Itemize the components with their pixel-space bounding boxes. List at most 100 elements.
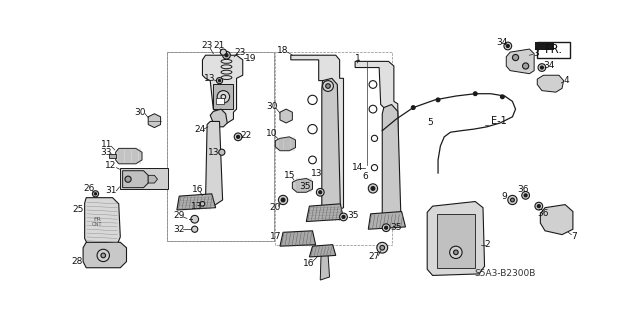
Text: FR: FR xyxy=(93,217,101,222)
Text: 24: 24 xyxy=(195,125,205,134)
Text: 4: 4 xyxy=(563,76,569,85)
Text: 17: 17 xyxy=(270,233,282,241)
Text: 21: 21 xyxy=(214,41,225,50)
Circle shape xyxy=(323,81,333,92)
Bar xyxy=(120,168,168,189)
Circle shape xyxy=(221,94,226,99)
Text: 33: 33 xyxy=(100,148,112,157)
Circle shape xyxy=(511,198,515,202)
Circle shape xyxy=(380,245,385,250)
Circle shape xyxy=(191,215,198,223)
Circle shape xyxy=(316,189,324,196)
Polygon shape xyxy=(537,75,564,92)
Polygon shape xyxy=(205,122,223,206)
Circle shape xyxy=(508,195,517,204)
Circle shape xyxy=(535,202,543,210)
Text: 27: 27 xyxy=(369,252,380,262)
Text: 25: 25 xyxy=(72,205,84,214)
Polygon shape xyxy=(307,204,344,221)
Circle shape xyxy=(538,64,546,71)
Circle shape xyxy=(524,194,527,197)
Text: 26: 26 xyxy=(84,184,95,193)
Polygon shape xyxy=(210,109,227,127)
Bar xyxy=(275,52,392,245)
Text: 34: 34 xyxy=(497,38,508,48)
Text: 35: 35 xyxy=(347,211,358,220)
Circle shape xyxy=(223,51,230,59)
Text: 13: 13 xyxy=(191,202,202,211)
Polygon shape xyxy=(355,61,399,221)
Circle shape xyxy=(225,54,228,57)
Text: ONT: ONT xyxy=(92,222,102,227)
Circle shape xyxy=(125,176,131,182)
Polygon shape xyxy=(535,42,554,50)
Text: 19: 19 xyxy=(244,54,256,63)
Circle shape xyxy=(308,124,317,134)
Circle shape xyxy=(219,149,225,155)
Circle shape xyxy=(101,253,106,258)
Text: 12: 12 xyxy=(106,161,116,170)
Circle shape xyxy=(522,191,529,199)
Text: 35: 35 xyxy=(299,182,310,191)
Circle shape xyxy=(323,135,330,141)
Text: 6: 6 xyxy=(362,172,368,182)
Circle shape xyxy=(371,165,378,171)
Text: 31: 31 xyxy=(105,186,116,195)
Circle shape xyxy=(500,95,504,99)
Circle shape xyxy=(540,66,543,69)
Text: 1: 1 xyxy=(355,54,360,63)
Circle shape xyxy=(237,135,239,138)
Circle shape xyxy=(474,92,477,96)
Text: 20: 20 xyxy=(269,203,281,212)
Circle shape xyxy=(281,198,285,202)
Circle shape xyxy=(326,84,330,88)
Text: 10: 10 xyxy=(266,129,278,138)
Text: 14: 14 xyxy=(352,163,363,172)
Text: 23: 23 xyxy=(202,41,212,50)
Text: E-1: E-1 xyxy=(491,116,506,126)
Bar xyxy=(537,42,570,57)
Circle shape xyxy=(369,105,377,113)
Polygon shape xyxy=(309,245,336,257)
Polygon shape xyxy=(148,114,161,128)
Circle shape xyxy=(450,246,462,258)
Bar xyxy=(167,52,274,241)
Polygon shape xyxy=(123,171,148,188)
Circle shape xyxy=(323,101,330,107)
Circle shape xyxy=(385,226,388,229)
Bar xyxy=(216,98,224,105)
Text: 30: 30 xyxy=(266,101,278,111)
Text: 34: 34 xyxy=(543,62,555,70)
Text: 13: 13 xyxy=(312,168,323,178)
Text: 35: 35 xyxy=(390,223,402,232)
Circle shape xyxy=(412,106,415,109)
Circle shape xyxy=(342,215,345,219)
Circle shape xyxy=(382,224,390,232)
Circle shape xyxy=(368,184,378,193)
Text: 16: 16 xyxy=(303,259,314,268)
Text: 13: 13 xyxy=(204,74,216,83)
Circle shape xyxy=(319,191,322,194)
Polygon shape xyxy=(177,194,216,210)
Polygon shape xyxy=(116,148,142,164)
Circle shape xyxy=(200,202,205,206)
Text: 32: 32 xyxy=(173,225,185,234)
Polygon shape xyxy=(368,211,406,229)
Circle shape xyxy=(216,78,223,84)
Text: 15: 15 xyxy=(284,171,295,180)
Circle shape xyxy=(340,213,348,221)
Polygon shape xyxy=(322,78,340,212)
Bar xyxy=(167,52,274,241)
Polygon shape xyxy=(202,55,243,123)
Circle shape xyxy=(369,81,377,88)
Text: 22: 22 xyxy=(240,131,252,140)
Text: 7: 7 xyxy=(572,233,577,241)
Text: 13: 13 xyxy=(207,148,219,157)
Text: 9: 9 xyxy=(502,192,508,201)
Text: 2: 2 xyxy=(485,240,490,249)
Text: 36: 36 xyxy=(518,185,529,195)
Polygon shape xyxy=(84,198,120,245)
Circle shape xyxy=(220,49,227,55)
Circle shape xyxy=(371,187,375,190)
Circle shape xyxy=(454,250,458,255)
